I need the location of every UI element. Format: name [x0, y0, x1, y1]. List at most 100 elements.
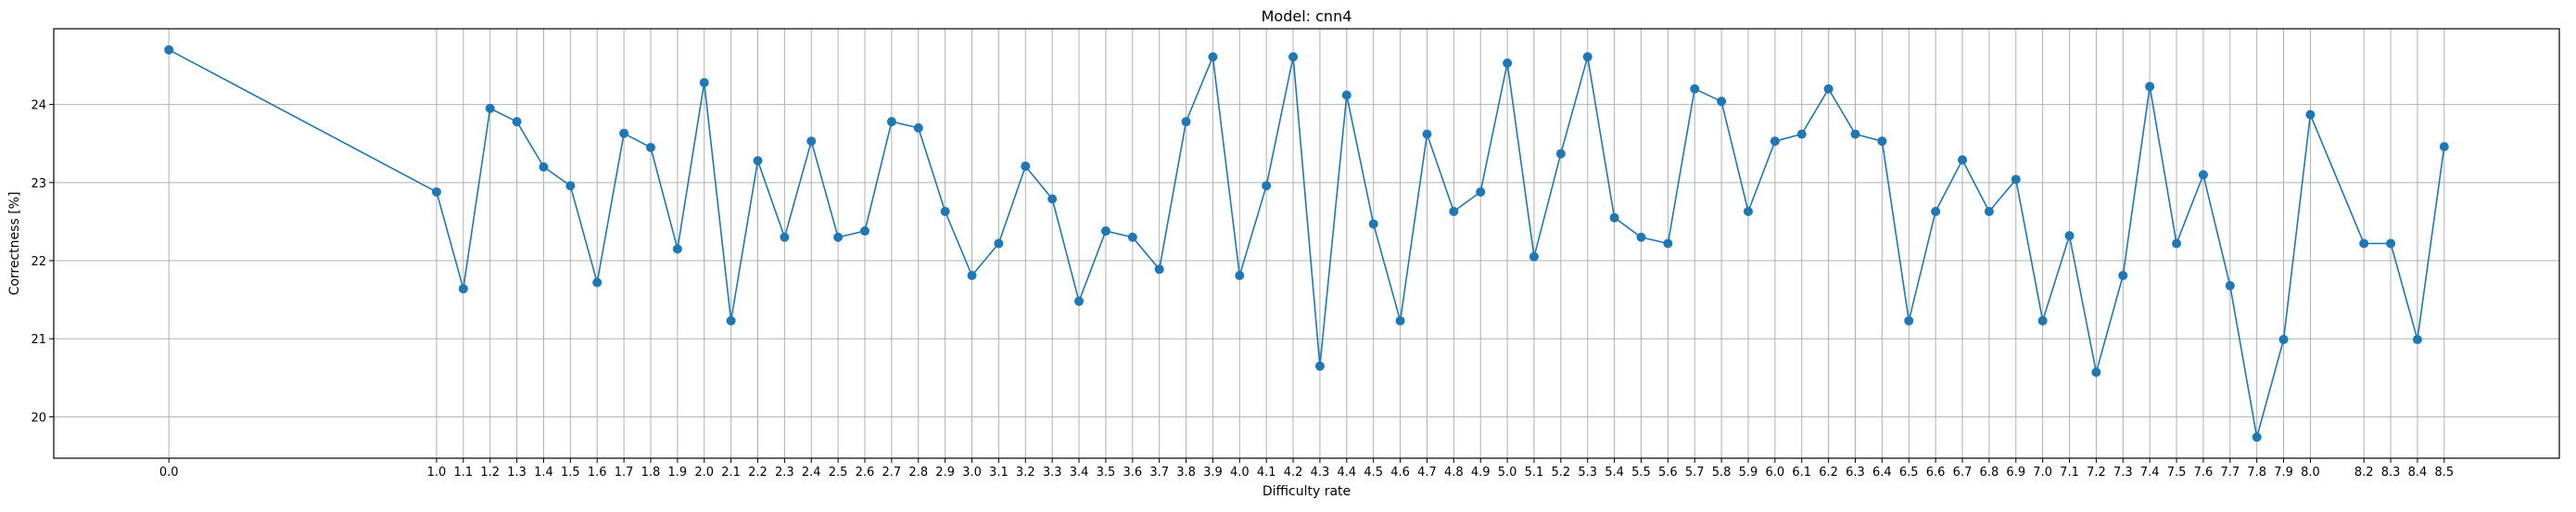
data-point	[2145, 82, 2155, 92]
data-point	[2386, 238, 2396, 249]
data-point	[860, 226, 870, 237]
data-point	[833, 232, 844, 242]
data-point	[1770, 136, 1780, 147]
data-point	[2278, 335, 2289, 345]
data-point	[1341, 90, 1351, 100]
x-tick-label: 6.9	[2006, 466, 2025, 480]
x-tick-label: 4.1	[1257, 466, 1276, 480]
x-tick-label: 5.4	[1605, 466, 1624, 480]
data-point	[1690, 83, 1700, 94]
y-axis-label: Correctness [%]	[7, 192, 22, 296]
data-point	[2064, 231, 2075, 241]
x-tick-label: 7.2	[2087, 466, 2106, 480]
data-point	[1850, 129, 1860, 139]
x-tick-label: 1.5	[561, 466, 580, 480]
x-tick-label: 5.6	[1658, 466, 1678, 480]
x-tick-label: 4.0	[1230, 466, 1250, 480]
data-point	[726, 315, 736, 326]
data-point	[1984, 206, 1994, 216]
x-tick-label: 5.7	[1685, 466, 1705, 480]
x-tick-label: 5.2	[1551, 466, 1570, 480]
x-tick-label: 2.8	[908, 466, 928, 480]
data-point	[913, 122, 923, 133]
x-tick-label: 5.9	[1739, 466, 1758, 480]
x-tick-label: 3.3	[1043, 466, 1062, 480]
x-tick-label: 2.6	[856, 466, 875, 480]
x-tick-label: 6.2	[1819, 466, 1838, 480]
data-point	[2011, 174, 2021, 185]
data-point	[1823, 83, 1834, 94]
data-point	[1743, 206, 1753, 216]
x-tick-label: 8.0	[2301, 466, 2320, 480]
x-tick-label: 1.4	[534, 466, 553, 480]
data-point	[592, 277, 603, 288]
x-tick-label: 7.1	[2060, 466, 2079, 480]
data-point	[2439, 142, 2449, 152]
data-points	[164, 45, 2449, 442]
x-tick-label: 4.9	[1471, 466, 1491, 480]
y-tick-label: 20	[31, 411, 46, 425]
x-tick-label: 4.7	[1417, 466, 1437, 480]
x-tick-label: 7.4	[2140, 466, 2160, 480]
x-tick-label: 6.4	[1872, 466, 1892, 480]
y-tick-label: 21	[31, 333, 46, 347]
x-tick-label: 2.2	[748, 466, 768, 480]
x-tick-label: 5.5	[1631, 466, 1651, 480]
x-tick-label: 8.3	[2381, 466, 2401, 480]
x-tick-label: 4.5	[1364, 466, 1383, 480]
x-tick-label: 4.2	[1284, 466, 1303, 480]
x-tick-label: 1.7	[615, 466, 634, 480]
plot-frame	[53, 28, 2560, 459]
x-tick-label: 2.9	[935, 466, 955, 480]
series-line-layer	[168, 48, 2445, 439]
data-point	[780, 232, 790, 242]
data-point	[1636, 232, 1646, 242]
x-tick-label: 5.8	[1712, 466, 1732, 480]
axis-ticks: 0.0 1.0 1.1 1.2 1.3 1.4 1.5 1.6 1.7 1.8 1.9 2.0 2.1 2…	[31, 99, 2454, 480]
data-point	[1127, 232, 1137, 242]
data-point	[2037, 315, 2048, 326]
x-tick-label: 3.5	[1097, 466, 1116, 480]
x-tick-label: 2.1	[721, 466, 741, 480]
data-point	[512, 117, 522, 127]
data-point	[565, 181, 576, 191]
x-tick-label: 3.8	[1176, 466, 1196, 480]
data-point	[1663, 238, 1673, 249]
x-tick-label: 3.2	[1016, 466, 1035, 480]
data-point	[1503, 58, 1513, 69]
data-point	[1368, 219, 1378, 229]
x-tick-label: 4.4	[1337, 466, 1356, 480]
series-line	[168, 48, 2445, 439]
data-point	[2172, 238, 2182, 249]
x-tick-label: 4.6	[1390, 466, 1410, 480]
x-tick-label: 3.1	[989, 466, 1009, 480]
data-point	[539, 162, 549, 173]
x-tick-label: 2.7	[882, 466, 902, 480]
x-tick-label: 5.3	[1578, 466, 1597, 480]
data-point	[1181, 117, 1191, 127]
x-tick-label: 1.3	[507, 466, 527, 480]
x-tick-label: 0.0	[159, 466, 179, 480]
x-tick-label: 7.9	[2274, 466, 2293, 480]
x-tick-label: 6.6	[1926, 466, 1946, 480]
x-tick-label: 2.0	[694, 466, 714, 480]
data-point	[1074, 296, 1085, 306]
x-tick-label: 8.4	[2408, 466, 2428, 480]
x-tick-label: 7.6	[2194, 466, 2214, 480]
chart-title: Model: cnn4	[1262, 7, 1352, 25]
data-point	[967, 271, 977, 281]
y-tick-label: 23	[31, 177, 46, 191]
data-point	[699, 78, 709, 88]
x-tick-label: 6.3	[1846, 466, 1865, 480]
x-tick-label: 3.0	[962, 466, 982, 480]
x-tick-label: 7.5	[2167, 466, 2187, 480]
data-point	[2252, 432, 2262, 442]
data-point	[806, 136, 817, 147]
x-tick-label: 7.3	[2113, 466, 2133, 480]
data-point	[619, 128, 629, 138]
data-point	[1555, 148, 1566, 159]
x-tick-label: 1.2	[480, 466, 500, 480]
data-point	[1529, 251, 1539, 262]
